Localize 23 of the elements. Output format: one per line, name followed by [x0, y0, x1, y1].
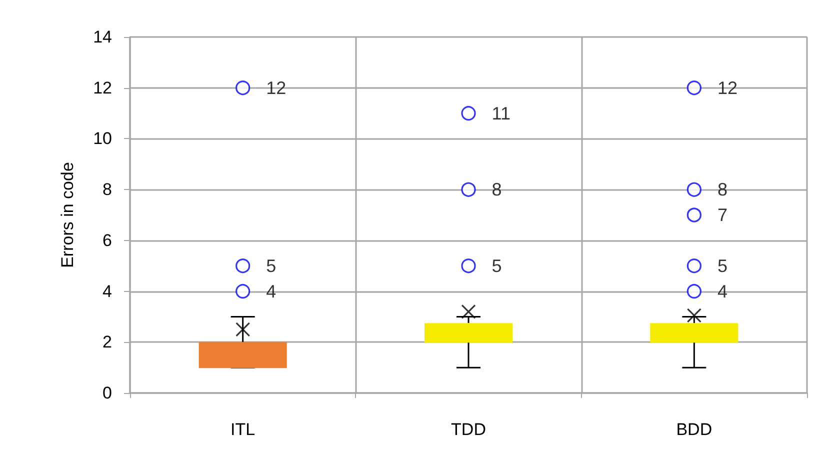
y-tick-label: 0	[102, 384, 112, 402]
data-label: 8	[717, 180, 728, 200]
data-label: 12	[266, 78, 286, 98]
data-label: 4	[717, 281, 728, 302]
data-label: 8	[492, 180, 502, 200]
data-label: 5	[717, 256, 728, 276]
data-label: 12	[717, 78, 738, 98]
y-tick-label: 14	[93, 28, 112, 46]
data-label: 5	[492, 256, 502, 276]
data-label: 11	[492, 103, 510, 124]
data-label: 4	[266, 281, 276, 302]
y-tick-label: 12	[93, 78, 112, 98]
x-tick-label: ITL	[230, 420, 256, 439]
y-tick-label: 6	[102, 230, 112, 250]
data-label: 7	[717, 205, 728, 225]
x-tick-label: BDD	[676, 420, 712, 439]
x-tick-label: TDD	[451, 420, 486, 439]
y-tick-label: 8	[102, 180, 112, 200]
y-tick-label: 10	[93, 129, 112, 148]
y-tick-label: 2	[102, 332, 112, 352]
y-tick-label: 4	[102, 282, 112, 301]
data-label: 5	[266, 256, 276, 276]
y-axis-title: Errors in code	[58, 162, 77, 268]
